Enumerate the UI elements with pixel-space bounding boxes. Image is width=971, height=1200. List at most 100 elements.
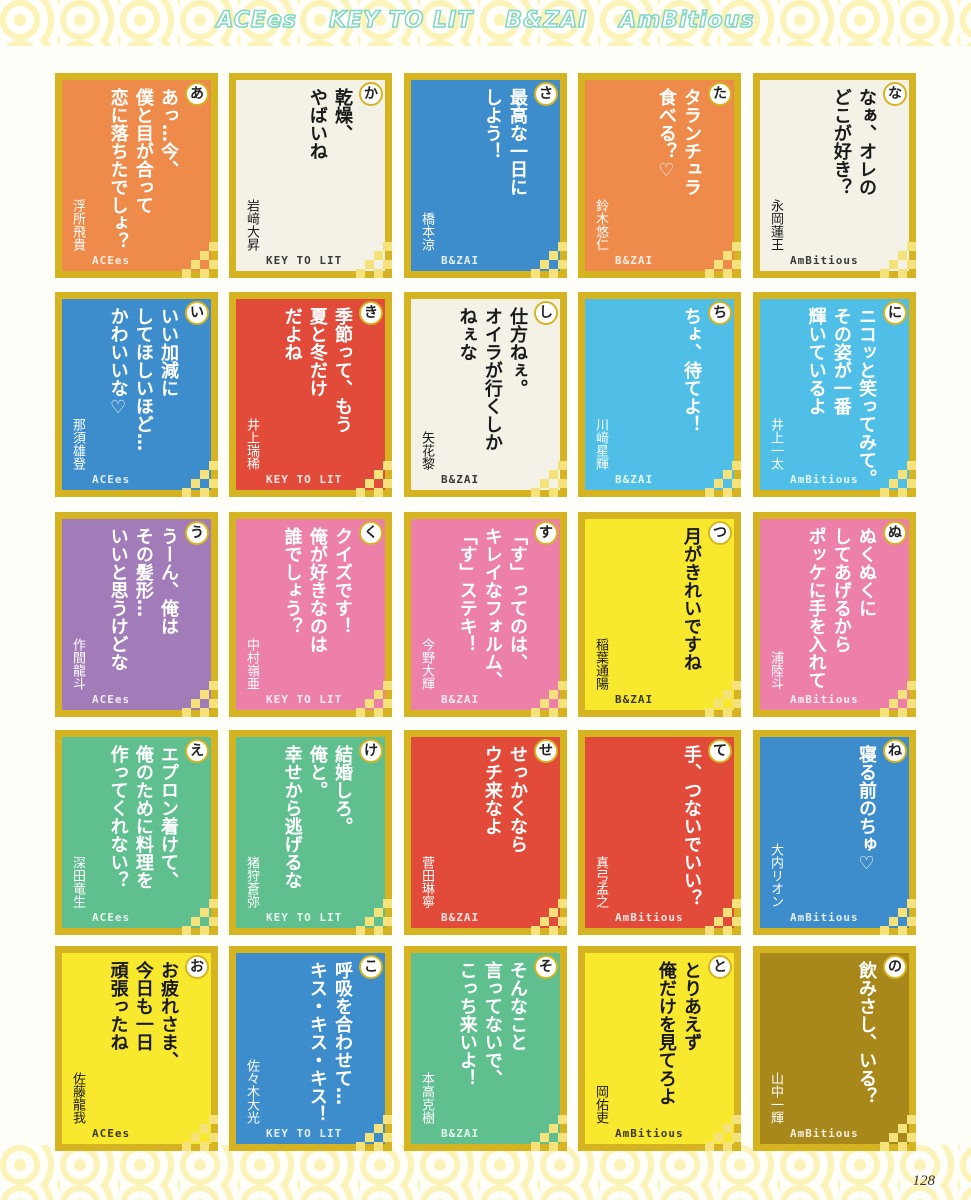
quote-line: 幸せから逃げるな [281,745,303,889]
quote-line: 誰でしょう？ [281,527,303,635]
card-face: えエプロン着けて、 俺のために料理を 作ってくれない？ 深田竜生 ACEes [62,737,218,935]
checker-square [898,1142,907,1151]
checker-square [182,1142,191,1151]
group-label: AmBitious [790,693,859,706]
card-quote: そんなこと 言ってないで、 こっち来いよ！ [454,961,530,1111]
karuta-card: す「す」ってのは、 キレイなフォルム、 「す」ステキ！ 今野大輝 B&ZAI [404,512,567,717]
checker-square [531,269,540,278]
group-title: B&ZAI [504,7,588,34]
karuta-card: にニコッと笑ってみて。 その姿が一番 輝いているよ 井上一太 AmBitious [753,292,916,497]
quote-line: エプロン着けて、 [158,745,179,889]
checker-square [200,908,209,917]
member-name: 川﨑星輝 [593,418,608,470]
kana-badge: う [185,521,209,545]
group-label: ACEes [92,1127,131,1140]
checker-square [383,479,392,488]
member-name: 鈴木悠仁 [593,199,608,251]
kana-badge: い [185,301,209,325]
checker-square [898,269,907,278]
quote-line: だよね [281,307,303,361]
checker-square [558,681,567,690]
card-face: す「す」ってのは、 キレイなフォルム、 「す」ステキ！ 今野大輝 B&ZAI [411,519,567,717]
checker-square [723,269,732,278]
group-label: AmBitious [790,473,859,486]
group-label: ACEes [92,911,131,924]
checker-square [549,269,558,278]
card-quote: 季節って、もう 夏と冬だけ だよね [279,307,355,457]
checker-pattern [182,1115,218,1151]
checker-square [907,1133,916,1142]
quote-line: 食べる？♡ [655,88,677,181]
karuta-card: つ月がきれいですね 稲葉通陽 B&ZAI [578,512,741,717]
card-face: ああっ…今、 僕と目が合って 恋に落ちたでしょ？ 浮所飛貴 ACEes [62,80,218,278]
checker-square [732,242,741,251]
checker-square [191,699,200,708]
member-name: 佐藤龍我 [70,1072,85,1124]
checker-square [200,1124,209,1133]
checker-square [200,251,209,260]
kana-badge: て [708,739,732,763]
quote-line: ニコッと笑ってみて。 [856,307,877,487]
checker-pattern [182,242,218,278]
checker-square [714,479,723,488]
kana-badge: な [883,82,907,106]
card-face: たタランチュラ 食べる？♡ 鈴木悠仁 B&ZAI [585,80,741,278]
checker-square [209,899,218,908]
checker-square [209,479,218,488]
checker-square [880,708,889,717]
card-quote: 飲みさし、いる？ [854,961,879,1111]
checker-square [365,260,374,269]
quote-line: ウチ来なよ [481,745,503,835]
group-label: KEY TO LIT [266,1127,343,1140]
quote-line: オイラが行くしか [481,307,503,451]
kana-badge: た [708,82,732,106]
member-name: 真弓孟之 [593,856,608,908]
member-name: 山中一輝 [768,1072,783,1124]
group-label: AmBitious [790,1127,859,1140]
group-label: B&ZAI [441,693,480,706]
karuta-card: ななぁ、オレの どこが好き？ 永岡蓮王 AmBitious [753,73,916,278]
quote-line: 季節って、もう [332,307,353,433]
card-quote: せっかくなら ウチ来なよ [480,745,530,895]
kana-badge: あ [185,82,209,106]
checker-square [732,917,741,926]
quote-line: お疲れさま、 [158,961,179,1069]
checker-square [907,260,916,269]
quote-line: キス・キス・キス！ [306,961,328,1123]
checker-pattern [705,681,741,717]
quote-line: その姿が一番 [830,307,852,415]
checker-square [705,488,714,497]
quote-line: 俺だけを見てろよ [655,961,677,1105]
checker-square [365,699,374,708]
quote-line: 「す」ってのは、 [507,527,528,671]
quote-line: 輝いているよ [805,307,827,415]
quote-line: 最高な一日に [507,88,528,196]
kana-badge: ち [708,301,732,325]
checker-square [907,681,916,690]
card-quote: 呼吸を合わせて… キス・キス・キス！ [305,961,355,1123]
checker-pattern [705,461,741,497]
checker-square [549,690,558,699]
checker-pattern [356,1115,392,1151]
card-quote: 「す」ってのは、 キレイなフォルム、 「す」ステキ！ [454,527,530,689]
checker-square [356,1142,365,1151]
group-title: ACEes [216,7,297,34]
checker-square [558,1115,567,1124]
quote-line: 月がきれいですね [681,527,702,671]
member-name: 橋本涼 [419,212,434,251]
checker-square [356,488,365,497]
member-name: 今野大輝 [419,638,434,690]
group-label: B&ZAI [441,254,480,267]
karuta-card: くクイズです！ 俺が好きなのは 誰でしょう？ 中村嶺亜 KEY TO LIT [229,512,392,717]
quote-line: 俺のために料理を [132,745,154,889]
card-quote: 仕方ねぇ。 オイラが行くしか ねぇな [454,307,530,457]
quote-line: こっち来いよ！ [456,961,478,1087]
kana-badge: そ [534,955,558,979]
card-face: そそんなこと 言ってないで、 こっち来いよ！ 本高克樹 B&ZAI [411,953,567,1151]
card-quote: 結婚しろ。 俺と。 幸せから逃げるな [279,745,355,895]
checker-square [898,708,907,717]
checker-square [200,488,209,497]
checker-pattern [880,899,916,935]
checker-square [549,470,558,479]
checker-square [374,690,383,699]
